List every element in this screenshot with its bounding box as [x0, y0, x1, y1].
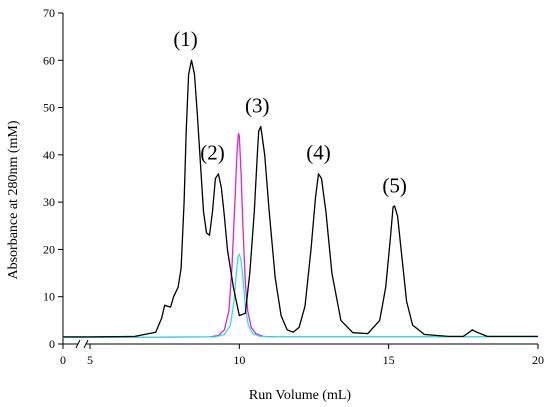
y-tick-label: 50	[43, 101, 55, 115]
x-tick-label: 0	[60, 353, 66, 367]
series-line-3	[63, 253, 538, 339]
y-tick-label: 0	[49, 337, 55, 351]
y-tick-label: 10	[43, 290, 55, 304]
y-tick-label: 40	[43, 148, 55, 162]
y-tick-label: 60	[43, 53, 55, 67]
y-tick-label: 20	[43, 242, 55, 256]
axis-break-mark	[75, 339, 81, 349]
x-tick-label: 15	[383, 353, 395, 367]
peak-label-2: (2)	[200, 141, 225, 165]
x-axis-label: Run Volume (mL)	[249, 388, 351, 403]
y-tick-label: 30	[43, 195, 55, 209]
x-tick-label: 20	[532, 353, 544, 367]
axis-break-mark	[83, 339, 89, 349]
y-tick-label: 70	[43, 6, 55, 20]
series-line-2	[63, 132, 538, 339]
peak-label-3: (3)	[245, 93, 270, 117]
peak-labels: (1) (2) (3) (4) (5)	[173, 27, 407, 198]
peak-label-5: (5)	[382, 174, 407, 198]
y-axis: 0 10 20 30 40 50 60 70	[43, 6, 64, 351]
peak-label-1: (1)	[173, 27, 198, 51]
peak-label-4: (4)	[306, 141, 331, 165]
series-line-1	[63, 59, 538, 338]
series-layer	[63, 59, 538, 339]
y-axis-label: Absorbance at 280nm (mM)	[6, 120, 21, 279]
x-tick-label: 10	[233, 353, 245, 367]
x-axis: 0 5 10 15 20	[60, 339, 544, 367]
x-tick-label: 5	[87, 353, 93, 367]
